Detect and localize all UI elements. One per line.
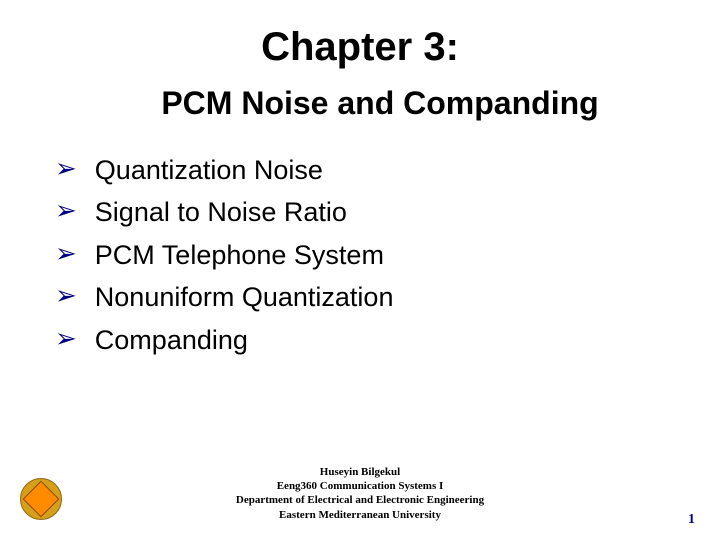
- bullet-text: Companding: [95, 322, 248, 358]
- bullet-text: Nonuniform Quantization: [95, 279, 394, 315]
- chapter-title: Chapter 3:: [30, 25, 690, 70]
- slide-subtitle: PCM Noise and Companding: [30, 85, 690, 122]
- arrow-icon: ➢: [55, 322, 77, 356]
- bullet-list: ➢ Quantization Noise ➢ Signal to Noise R…: [30, 152, 690, 358]
- footer-attribution: Huseyin Bilgekul Eeng360 Communication S…: [0, 465, 720, 522]
- footer-course: Eeng360 Communication Systems I: [0, 479, 720, 493]
- arrow-icon: ➢: [55, 152, 77, 186]
- footer-university: Eastern Mediterranean University: [0, 508, 720, 522]
- footer-department: Department of Electrical and Electronic …: [0, 493, 720, 507]
- list-item: ➢ Nonuniform Quantization: [55, 279, 690, 315]
- bullet-text: PCM Telephone System: [95, 237, 384, 273]
- bullet-text: Signal to Noise Ratio: [95, 194, 347, 230]
- list-item: ➢ Signal to Noise Ratio: [55, 194, 690, 230]
- list-item: ➢ Companding: [55, 322, 690, 358]
- arrow-icon: ➢: [55, 237, 77, 271]
- arrow-icon: ➢: [55, 194, 77, 228]
- list-item: ➢ PCM Telephone System: [55, 237, 690, 273]
- list-item: ➢ Quantization Noise: [55, 152, 690, 188]
- footer-author: Huseyin Bilgekul: [0, 465, 720, 479]
- arrow-icon: ➢: [55, 279, 77, 313]
- slide-container: Chapter 3: PCM Noise and Companding ➢ Qu…: [0, 0, 720, 540]
- bullet-text: Quantization Noise: [95, 152, 323, 188]
- slide-number: 1: [688, 512, 695, 528]
